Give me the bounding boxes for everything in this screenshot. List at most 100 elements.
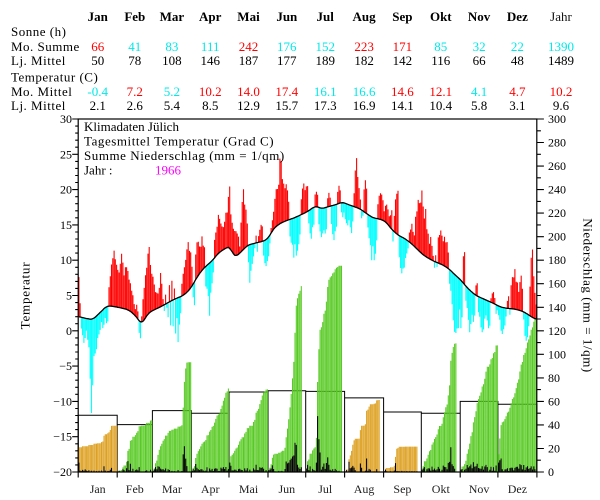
svg-text:14.0: 14.0: [237, 84, 260, 99]
svg-text:120: 120: [548, 324, 566, 338]
svg-text:Jan: Jan: [90, 482, 106, 496]
svg-text:Mo. Summe: Mo. Summe: [11, 39, 80, 54]
svg-text:15.7: 15.7: [275, 98, 298, 113]
svg-text:187: 187: [239, 53, 259, 68]
svg-text:Jun: Jun: [278, 482, 295, 496]
svg-text:142: 142: [393, 53, 413, 68]
svg-text:Okt: Okt: [430, 9, 452, 24]
svg-text:Temperatur (C): Temperatur (C): [11, 70, 98, 85]
svg-text:Lj. Mittel: Lj. Mittel: [11, 98, 66, 113]
svg-text:0: 0: [66, 324, 72, 338]
svg-text:171: 171: [393, 39, 413, 54]
svg-text:242: 242: [239, 39, 259, 54]
svg-text:140: 140: [548, 300, 566, 314]
svg-text:30: 30: [60, 112, 72, 126]
svg-text:−5: −5: [59, 359, 72, 373]
svg-text:−15: −15: [53, 430, 72, 444]
svg-text:1966: 1966: [155, 163, 182, 178]
svg-text:5.2: 5.2: [164, 84, 180, 99]
svg-text:10.2: 10.2: [199, 84, 222, 99]
svg-text:−20: −20: [53, 465, 72, 479]
svg-text:1489: 1489: [548, 53, 574, 68]
svg-text:16.6: 16.6: [353, 84, 376, 99]
svg-text:2.1: 2.1: [90, 98, 106, 113]
svg-text:25: 25: [60, 147, 72, 161]
svg-text:Lj. Mittel: Lj. Mittel: [11, 53, 66, 68]
svg-text:7.2: 7.2: [127, 84, 143, 99]
svg-text:5.8: 5.8: [471, 98, 487, 113]
svg-text:Aug: Aug: [354, 482, 375, 496]
svg-text:180: 180: [548, 253, 566, 267]
svg-text:50: 50: [91, 53, 104, 68]
svg-text:152: 152: [315, 39, 335, 54]
svg-text:5.4: 5.4: [164, 98, 181, 113]
svg-text:8.5: 8.5: [202, 98, 218, 113]
svg-text:10.2: 10.2: [550, 84, 573, 99]
svg-text:80: 80: [548, 371, 560, 385]
svg-text:Mai: Mai: [237, 9, 260, 24]
svg-text:Sonne (h): Sonne (h): [11, 24, 66, 39]
svg-text:−10: −10: [53, 394, 72, 408]
svg-text:Sep: Sep: [393, 482, 411, 496]
svg-text:Klimadaten Jülich: Klimadaten Jülich: [84, 119, 179, 134]
svg-text:260: 260: [548, 159, 566, 173]
svg-text:Tagesmittel Temperatur (Grad C: Tagesmittel Temperatur (Grad C): [84, 134, 274, 149]
svg-text:Feb: Feb: [124, 9, 145, 24]
svg-text:177: 177: [277, 53, 297, 68]
svg-text:Feb: Feb: [126, 482, 144, 496]
svg-text:240: 240: [548, 183, 566, 197]
svg-text:16.9: 16.9: [353, 98, 376, 113]
svg-text:4.1: 4.1: [471, 84, 487, 99]
svg-text:10.4: 10.4: [429, 98, 452, 113]
svg-text:Jahr: Jahr: [550, 9, 572, 24]
svg-text:300: 300: [548, 112, 566, 126]
svg-text:Apr: Apr: [199, 9, 222, 24]
svg-text:16.1: 16.1: [314, 84, 337, 99]
svg-text:9.6: 9.6: [553, 98, 570, 113]
svg-text:Aug: Aug: [353, 9, 377, 24]
svg-text:5: 5: [66, 289, 72, 303]
svg-text:200: 200: [548, 230, 566, 244]
svg-text:Niederschlag (mm = 1/qm): Niederschlag (mm = 1/qm): [581, 218, 596, 372]
svg-text:83: 83: [165, 39, 178, 54]
svg-text:0: 0: [548, 465, 554, 479]
svg-text:Nov: Nov: [468, 9, 491, 24]
svg-text:85: 85: [434, 39, 447, 54]
svg-text:Nov: Nov: [469, 482, 490, 496]
svg-text:Temperatur: Temperatur: [18, 262, 33, 330]
svg-text:146: 146: [200, 53, 220, 68]
svg-text:223: 223: [354, 39, 374, 54]
svg-text:17.3: 17.3: [314, 98, 337, 113]
svg-text:Mo. Mittel: Mo. Mittel: [11, 84, 72, 99]
svg-text:15: 15: [60, 218, 72, 232]
svg-text:3.1: 3.1: [509, 98, 525, 113]
svg-text:14.1: 14.1: [391, 98, 414, 113]
svg-text:116: 116: [431, 53, 451, 68]
svg-text:20: 20: [548, 442, 560, 456]
svg-text:Mar: Mar: [160, 9, 185, 24]
svg-text:78: 78: [128, 53, 141, 68]
svg-text:Dez: Dez: [508, 482, 527, 496]
svg-text:Jahr :: Jahr :: [84, 163, 113, 178]
svg-text:100: 100: [548, 347, 566, 361]
svg-text:189: 189: [315, 53, 335, 68]
svg-text:20: 20: [60, 183, 72, 197]
svg-text:108: 108: [162, 53, 182, 68]
svg-text:182: 182: [354, 53, 374, 68]
svg-text:Jun: Jun: [276, 9, 298, 24]
svg-text:Jul: Jul: [318, 482, 333, 496]
svg-text:Summe Niederschlag (mm = 1/qm): Summe Niederschlag (mm = 1/qm): [84, 148, 285, 163]
svg-text:60: 60: [548, 394, 560, 408]
svg-text:-0.4: -0.4: [87, 84, 108, 99]
svg-text:Mai: Mai: [239, 482, 259, 496]
svg-text:Mar: Mar: [162, 482, 182, 496]
svg-text:22: 22: [511, 39, 524, 54]
svg-text:40: 40: [548, 418, 560, 432]
svg-text:2.6: 2.6: [127, 98, 144, 113]
svg-text:66: 66: [473, 53, 487, 68]
svg-text:10: 10: [60, 253, 72, 267]
svg-text:48: 48: [511, 53, 524, 68]
svg-text:Okt: Okt: [432, 482, 451, 496]
svg-text:32: 32: [473, 39, 486, 54]
svg-text:1390: 1390: [548, 39, 574, 54]
